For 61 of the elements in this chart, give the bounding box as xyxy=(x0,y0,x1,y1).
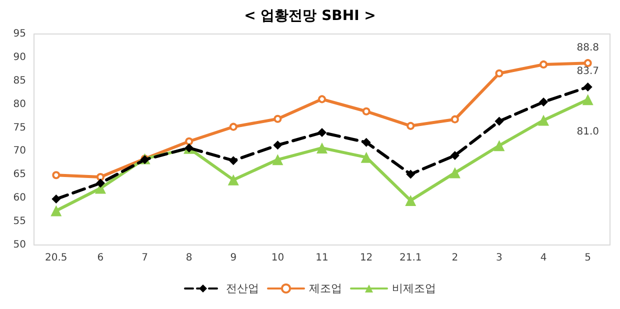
x-tick-label: 9 xyxy=(230,252,237,264)
point xyxy=(494,116,504,126)
point xyxy=(229,122,238,131)
x-tick-label: 2 xyxy=(452,252,458,264)
y-tick-label: 85 xyxy=(13,75,26,86)
point xyxy=(538,114,550,126)
point xyxy=(449,167,460,178)
point xyxy=(50,205,62,216)
x-tick-label: 11 xyxy=(316,252,328,264)
point xyxy=(228,156,238,166)
x-tick-label: 6 xyxy=(97,252,104,264)
point xyxy=(405,194,416,206)
y-tick-label: 70 xyxy=(13,146,26,157)
y-tick-label: 50 xyxy=(13,240,26,250)
x-tick-label: 12 xyxy=(360,252,373,264)
x-tick-label: 5 xyxy=(584,252,592,264)
y-tick-label: 80 xyxy=(13,98,26,110)
point xyxy=(582,94,594,106)
y-tick-label: 75 xyxy=(13,122,26,134)
point xyxy=(494,140,505,152)
y-tick-label: 95 xyxy=(13,28,26,40)
point xyxy=(228,174,239,186)
chart-title: < 업황전망 SBHI > xyxy=(244,8,376,24)
y-tick-label: 60 xyxy=(13,192,26,204)
point xyxy=(52,194,61,204)
point xyxy=(274,114,282,123)
point xyxy=(362,138,371,147)
point xyxy=(185,137,194,146)
point xyxy=(495,69,504,78)
point xyxy=(450,150,460,160)
x-tick-label: 3 xyxy=(496,252,502,264)
x-tick-label: 21.1 xyxy=(399,252,422,264)
point xyxy=(406,122,415,130)
x-tick-label: 4 xyxy=(540,252,547,264)
point xyxy=(406,170,416,179)
point xyxy=(316,142,328,154)
y-tick-label: 90 xyxy=(13,52,26,63)
x-tick-label: 10 xyxy=(271,252,284,264)
y-tick-label: 55 xyxy=(13,216,26,228)
legend-label: 전산업 xyxy=(226,282,259,295)
point xyxy=(272,154,284,166)
point xyxy=(362,107,370,116)
point xyxy=(318,95,326,104)
point xyxy=(52,171,60,180)
x-tick-label: 8 xyxy=(186,252,192,264)
y-tick-label: 65 xyxy=(13,169,26,180)
point xyxy=(273,140,282,150)
point xyxy=(450,115,459,124)
x-tick-label: 20.5 xyxy=(45,252,68,264)
point xyxy=(96,173,104,182)
legend-label: 제조업 xyxy=(309,282,342,295)
point xyxy=(96,178,105,188)
x-tick-label: 7 xyxy=(142,252,148,264)
point xyxy=(539,97,548,106)
data-label: 81.0 xyxy=(576,126,599,138)
point xyxy=(540,60,548,68)
point xyxy=(583,82,592,92)
data-label: 83.7 xyxy=(576,66,599,77)
data-label: 88.8 xyxy=(576,42,599,54)
legend-label: 비제조업 xyxy=(392,282,436,295)
point xyxy=(318,128,326,137)
